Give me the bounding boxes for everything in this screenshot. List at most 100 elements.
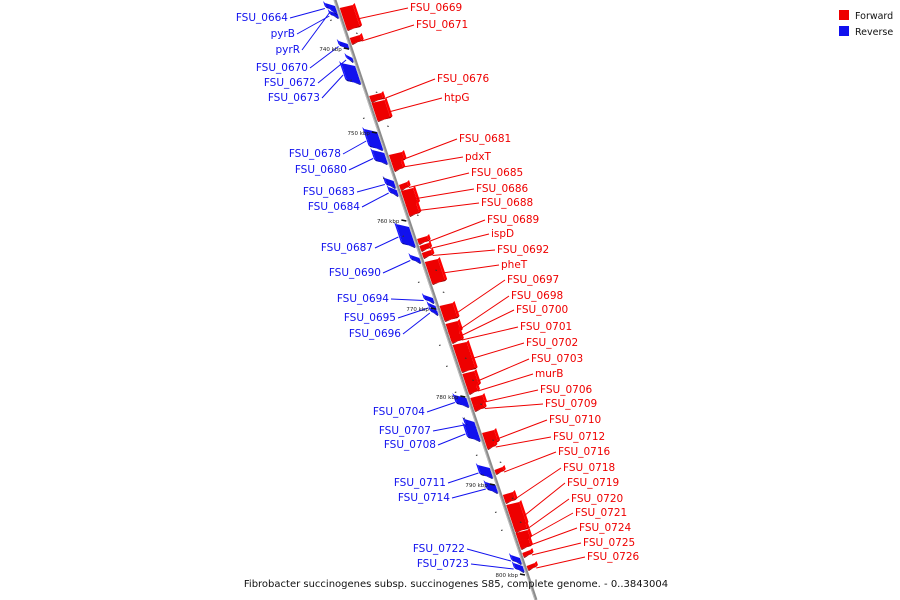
connector-fsu-0670 [309, 46, 339, 69]
minor-dash [499, 461, 502, 463]
connector-fsu-0697 [455, 279, 506, 314]
minor-dash [480, 403, 482, 405]
gene-label-fsu-0695: FSU_0695 [344, 312, 396, 324]
connector-fsu-0722 [466, 548, 512, 562]
gene-block-fsu-0676 [369, 91, 386, 103]
gene-label-fsu-0685: FSU_0685 [471, 167, 523, 179]
gene-label-fsu-0711: FSU_0711 [394, 477, 446, 489]
gene-label-fsu-0696: FSU_0696 [349, 328, 401, 340]
gene-label-fsu-0681: FSU_0681 [459, 133, 511, 145]
gene-label-fsu-0718: FSU_0718 [563, 462, 615, 474]
connector-fsu-0708 [437, 433, 466, 446]
connector-fsu-0686 [416, 188, 475, 199]
connector-fsu-0704 [426, 402, 455, 413]
gene-block-fsu-0688 [405, 200, 422, 217]
minor-dash [464, 357, 467, 359]
minor-dash [494, 511, 497, 513]
gene-block-htpg [371, 98, 393, 122]
gene-label-fsu-0704: FSU_0704 [373, 406, 425, 418]
gene-label-fsu-0719: FSU_0719 [567, 477, 619, 489]
gene-block-fsu-0690 [408, 253, 422, 264]
tick-mark-740-kbp [343, 47, 349, 50]
minor-dash [500, 529, 503, 531]
gene-block-fsu-0694 [421, 293, 435, 304]
gene-label-fsu-0671: FSU_0671 [416, 19, 468, 31]
gene-label-fsu-0721: FSU_0721 [575, 507, 627, 519]
gene-label-fsu-0706: FSU_0706 [540, 384, 592, 396]
gene-label-fsu-0683: FSU_0683 [303, 186, 355, 198]
gene-label-fsu-0697: FSU_0697 [507, 274, 559, 286]
gene-block-pdxt [391, 158, 406, 172]
gene-block-fsu-0685 [398, 180, 411, 191]
minor-dash [355, 32, 358, 34]
gene-block-fsu-0720 [513, 521, 530, 533]
minor-dash [445, 365, 448, 367]
connector-fsu-0678 [342, 140, 367, 155]
connector-fsu-0689 [428, 219, 486, 242]
connector-pyrb [296, 15, 330, 35]
connector-fsu-0664 [289, 8, 325, 19]
minor-dash [416, 214, 419, 216]
gene-block-fsu-0672 [344, 53, 354, 63]
gene-label-fsu-0708: FSU_0708 [384, 439, 436, 451]
genome-backbone-highlight [333, 0, 536, 600]
gene-labels: FSU_0664 pyrB pyrR FSU_0670 FSU_0672 FSU_0673… [236, 2, 640, 570]
tick-label-760-kbp: 760 kbp [377, 219, 400, 225]
gene-block-fsu-0712 [486, 440, 498, 450]
gene-label-fsu-0673: FSU_0673 [268, 92, 320, 104]
connector-fsu-0683 [356, 184, 385, 193]
connector-fsu-0714 [451, 488, 486, 499]
tick-mark-780-kbp [460, 395, 466, 398]
connector-fsu-0721 [529, 512, 574, 538]
minor-dash [362, 117, 365, 119]
gene-label-pyrr: pyrR [276, 44, 301, 56]
connector-fsu-0688 [418, 202, 480, 211]
connector-fsu-0712 [495, 436, 552, 448]
connector-fsu-0698 [459, 295, 510, 330]
gene-label-fsu-0709: FSU_0709 [545, 398, 597, 410]
connector-fsu-0687 [374, 236, 399, 249]
connector-fsu-0725 [531, 542, 582, 556]
gene-block-fsu-0697 [439, 301, 460, 322]
minor-dash [330, 19, 332, 21]
gene-label-fsu-0710: FSU_0710 [549, 414, 601, 426]
gene-block-fsu-0704 [452, 393, 470, 408]
gene-label-fsu-0703: FSU_0703 [531, 353, 583, 365]
connector-fsu-0672 [317, 59, 347, 84]
tick-mark-760-kbp [401, 219, 407, 222]
minor-dash [492, 439, 495, 441]
connector-fsu-0723 [470, 563, 514, 570]
legend-forward-swatch [839, 10, 849, 20]
gene-label-ispd: ispD [491, 228, 514, 240]
minor-dash [482, 474, 485, 476]
gene-label-fsu-0712: FSU_0712 [553, 431, 605, 443]
connector-fsu-0719 [523, 482, 566, 517]
gene-block-fsu-0708 [462, 422, 481, 442]
minor-dash [442, 291, 445, 293]
connector-fsu-0676 [382, 78, 436, 100]
gene-label-fsu-0672: FSU_0672 [264, 77, 316, 89]
gene-label-fsu-0723: FSU_0723 [417, 558, 469, 570]
connector-fsu-0720 [526, 498, 570, 530]
genome-caption: Fibrobacter succinogenes subsp. succinog… [244, 579, 668, 590]
connector-fsu-0716 [503, 451, 557, 473]
gene-block-fsu-0692 [421, 248, 435, 259]
gene-block-fsu-0726 [526, 561, 538, 571]
connector-pdxt [402, 156, 464, 168]
tick-label-770-kbp: 770 kbp [406, 307, 429, 313]
gene-block-fsu-0702 [452, 340, 478, 373]
genome-backbone [333, 0, 538, 600]
gene-label-fsu-0676: FSU_0676 [437, 73, 489, 85]
gene-block-fsu-0711 [475, 463, 494, 479]
gene-block-pyrb [327, 9, 340, 19]
gene-label-phet: pheT [501, 259, 528, 271]
gene-block-murb [466, 383, 480, 395]
connector-murb [477, 373, 534, 392]
legend: Forward Reverse [839, 10, 893, 38]
gene-label-fsu-0664: FSU_0664 [236, 12, 288, 24]
gene-label-htpg: htpG [444, 92, 470, 104]
gene-block-fsu-0722 [508, 553, 522, 565]
legend-forward-label: Forward [855, 11, 893, 22]
gene-label-fsu-0724: FSU_0724 [579, 522, 631, 534]
tick-label-780-kbp: 780 kbp [436, 395, 459, 401]
